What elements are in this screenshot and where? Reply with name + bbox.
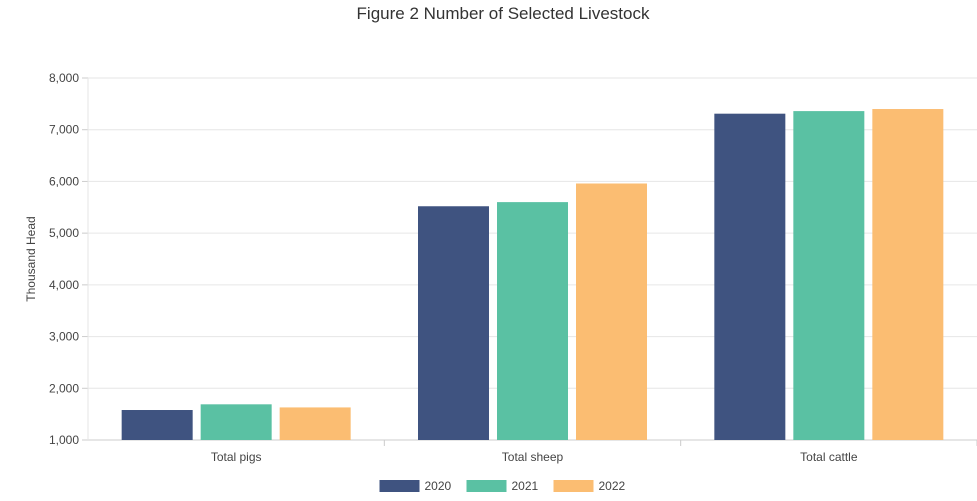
legend-label: 2021 [512,479,539,493]
y-tick-label: 3,000 [49,330,79,344]
bar-2021-total-cattle[interactable] [793,111,865,441]
x-tick-label: Total pigs [211,450,262,464]
bars [121,109,944,441]
bar-2022-total-cattle[interactable] [872,109,944,441]
legend-swatch [379,480,420,492]
legend-swatch [553,480,594,492]
y-tick-label: 7,000 [49,123,79,137]
y-tick-label: 1,000 [49,433,79,447]
legend-label: 2020 [425,479,452,493]
y-axis-label: Thousand Head [24,216,38,301]
bar-2021-total-sheep[interactable] [497,202,568,440]
bar-2020-total-sheep[interactable] [418,206,489,440]
y-tick-label: 6,000 [49,174,79,188]
y-axis: 1,000 2,000 3,000 4,000 5,000 6,000 7,000 8,000 [49,71,89,447]
y-tick-label: 2,000 [49,381,79,395]
y-tick-label: 8,000 [49,71,79,85]
x-tick-label: Total sheep [502,450,564,464]
y-tick-label: 5,000 [49,226,79,240]
legend-label: 2022 [599,479,626,493]
bar-2022-total-sheep[interactable] [576,183,647,441]
bar-2022-total-pigs[interactable] [279,407,351,440]
bar-2020-total-cattle[interactable] [714,113,786,440]
bar-2021-total-pigs[interactable] [200,404,272,440]
x-tick-label: Total cattle [800,450,858,464]
legend-swatch [466,480,507,492]
bar-2020-total-pigs[interactable] [121,410,193,440]
y-tick-label: 4,000 [49,278,79,292]
chart-title: Figure 2 Number of Selected Livestock [357,4,650,23]
x-axis: Total pigs Total sheep Total cattle [211,440,977,464]
legend-item-2020[interactable]: 2020 [379,479,452,493]
legend[interactable]: 2020 2021 2022 [379,479,626,493]
legend-item-2021[interactable]: 2021 [466,479,539,493]
legend-item-2022[interactable]: 2022 [553,479,626,493]
